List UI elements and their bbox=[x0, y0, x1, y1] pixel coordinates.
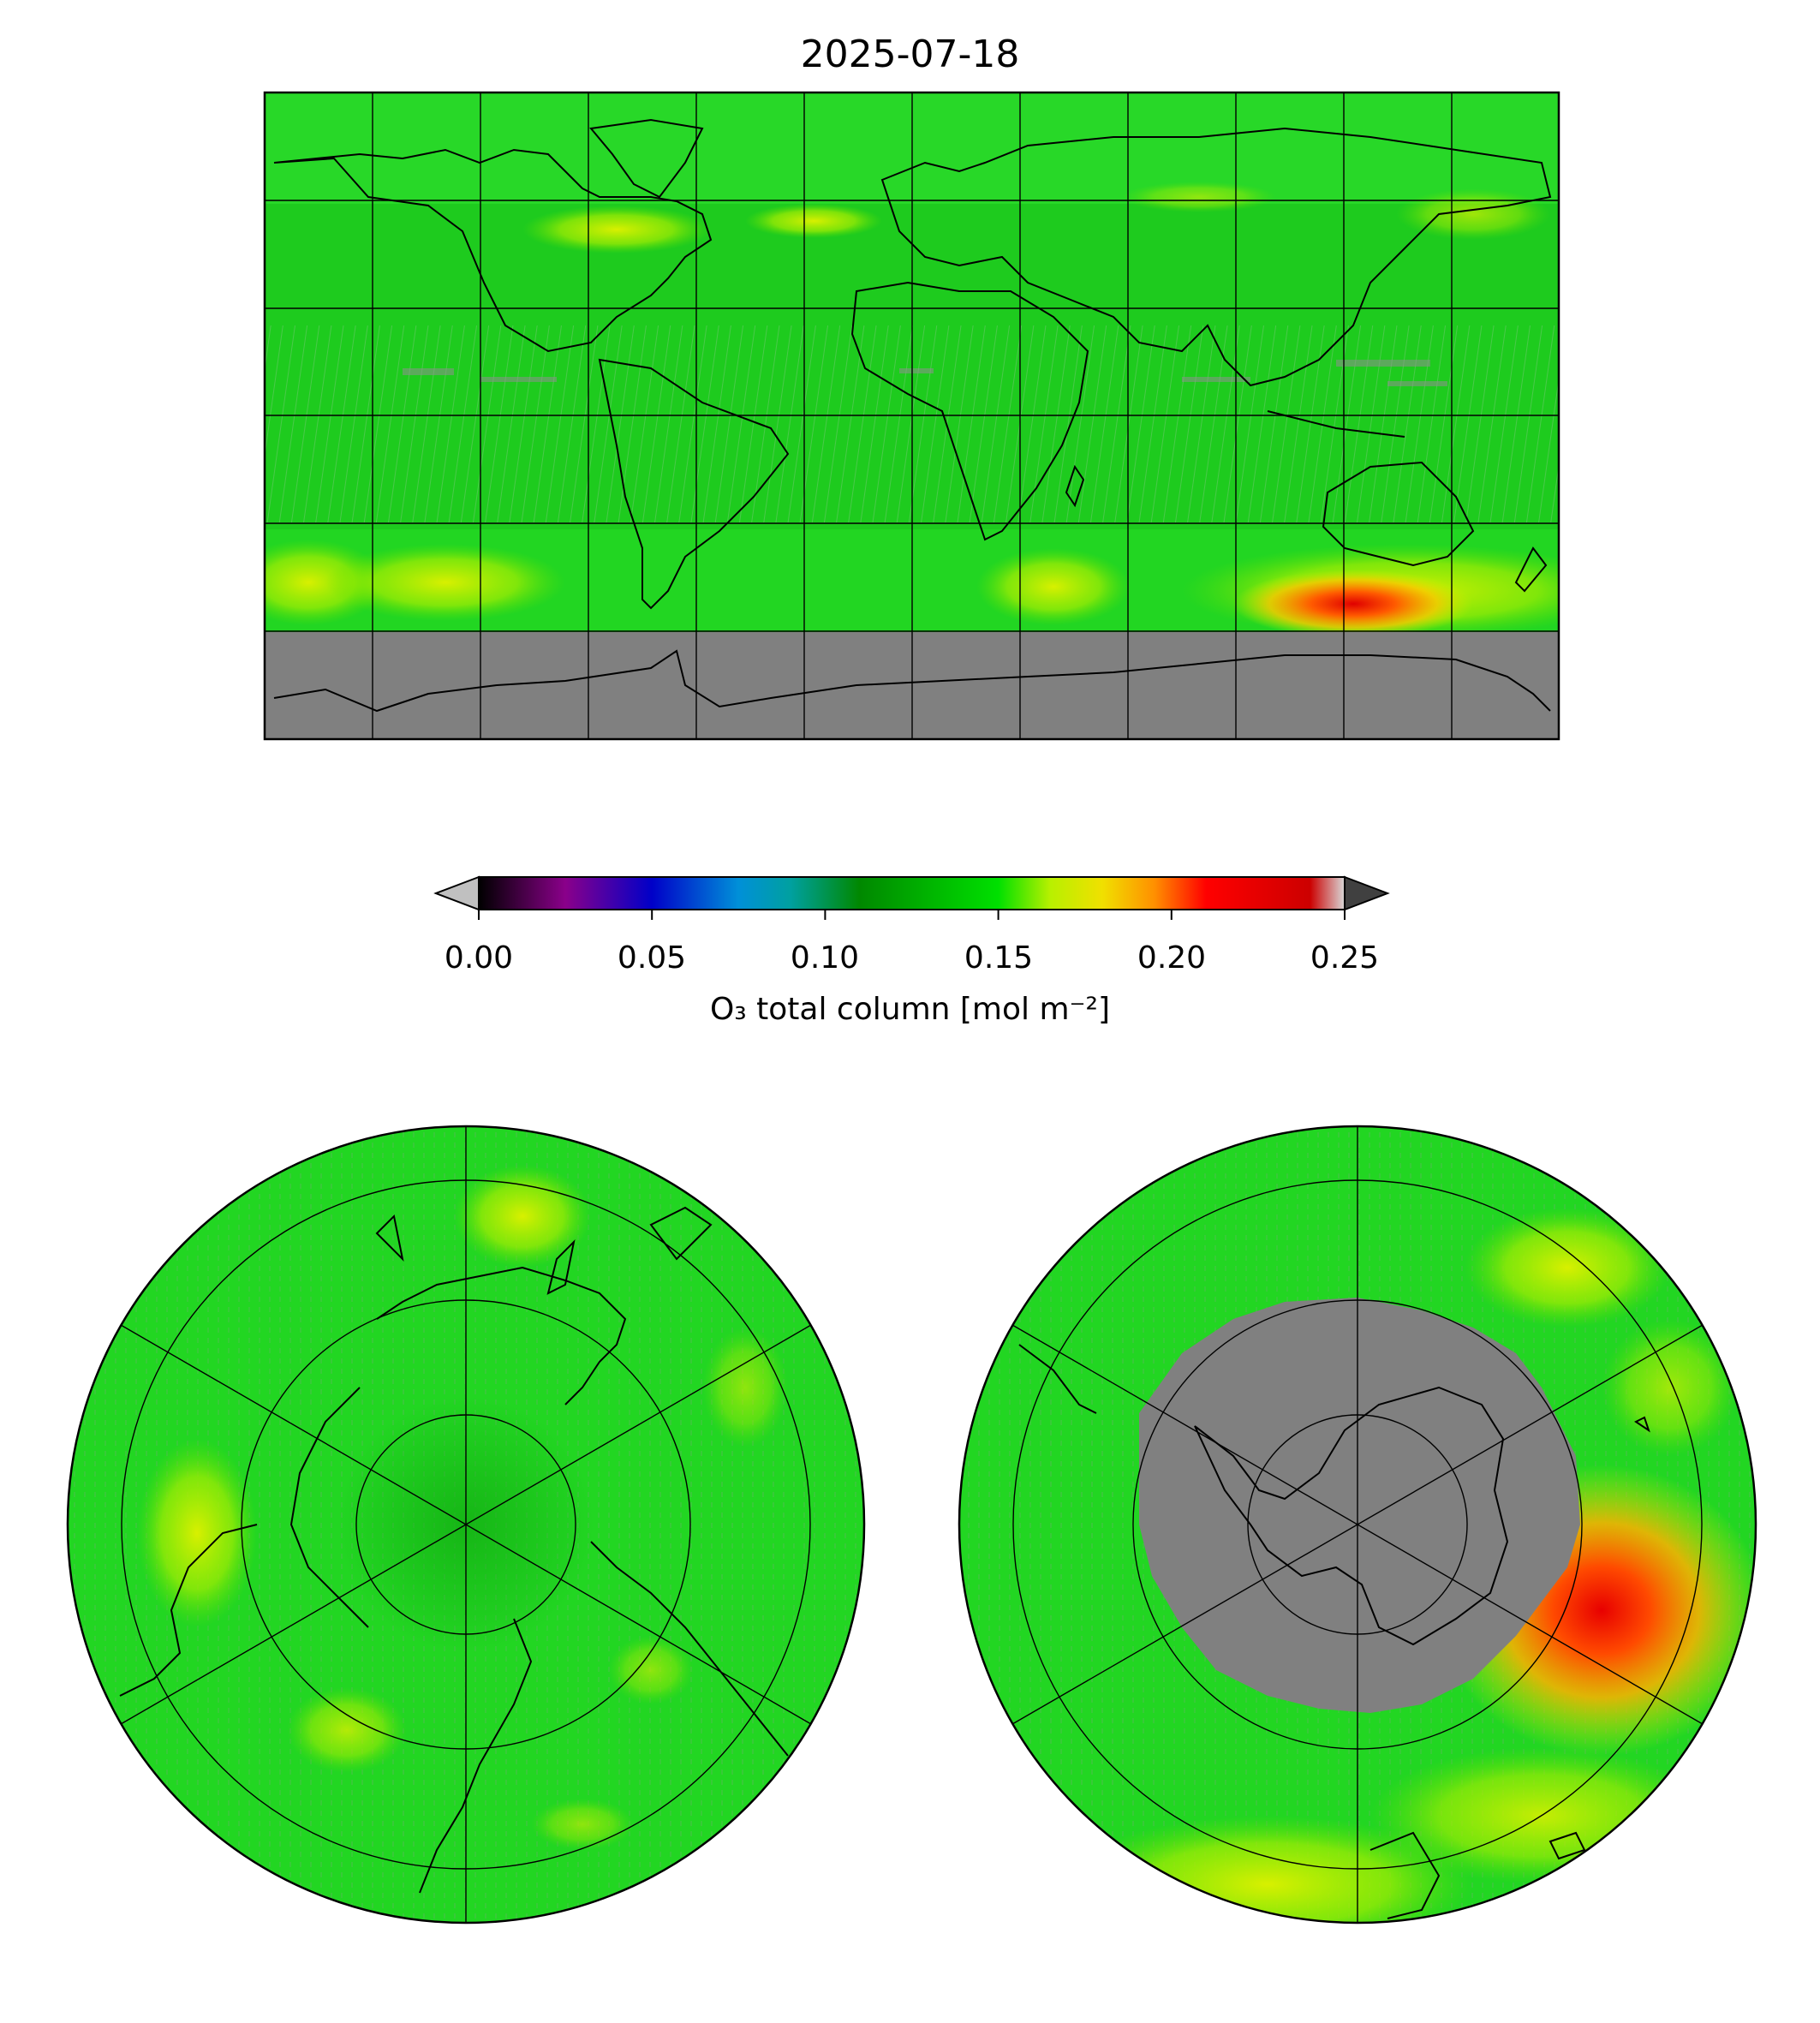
south-graticule bbox=[1011, 1126, 1704, 1923]
colorbar-frame bbox=[478, 876, 1346, 910]
colorbar-tick-label: 0.00 bbox=[444, 940, 514, 976]
colorbar-tick-label: 0.25 bbox=[1310, 940, 1380, 976]
global-map-frame bbox=[263, 91, 1560, 741]
coastlines bbox=[273, 118, 1552, 713]
north-graticule bbox=[120, 1126, 812, 1923]
global-map bbox=[265, 92, 1559, 739]
colorbar-tick-label: 0.20 bbox=[1137, 940, 1207, 976]
figure-title: 2025-07-18 bbox=[800, 33, 1020, 76]
north-coastlines bbox=[119, 1206, 789, 1894]
ozone-maximum-region bbox=[1233, 570, 1473, 638]
south-polar-frame bbox=[958, 1125, 1757, 1925]
colorbar-tick-label: 0.15 bbox=[964, 940, 1034, 976]
north-polar-map bbox=[68, 1126, 864, 1923]
colorbar-gradient bbox=[479, 877, 1345, 910]
south-coastlines bbox=[1018, 1344, 1650, 1919]
colorbar-under-extension bbox=[433, 875, 480, 911]
graticule bbox=[265, 92, 1559, 739]
colorbar-tick-label: 0.05 bbox=[617, 940, 687, 976]
colorbar bbox=[433, 875, 1390, 920]
south-polar-map bbox=[959, 1126, 1756, 1923]
colorbar-tick-label: 0.10 bbox=[790, 940, 860, 976]
colorbar-label: O₃ total column [mol m⁻²] bbox=[709, 992, 1111, 1027]
colorbar-over-extension bbox=[1344, 875, 1390, 911]
north-polar-frame bbox=[66, 1125, 866, 1925]
